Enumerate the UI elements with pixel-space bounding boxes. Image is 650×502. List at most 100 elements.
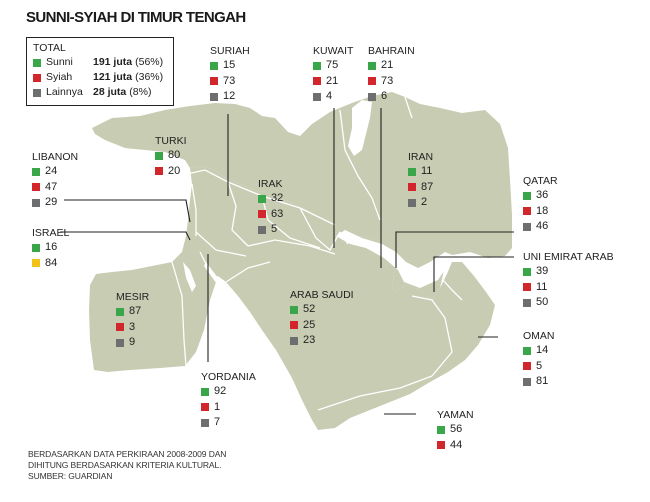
- caspian-sea: [348, 100, 372, 156]
- stat-value: 2: [421, 196, 428, 208]
- stat-value: 9: [129, 336, 136, 348]
- total-heading: TOTAL: [33, 42, 66, 54]
- stat-row: 46: [523, 219, 558, 235]
- stat-value: 6: [381, 90, 388, 102]
- color-swatch: [210, 61, 218, 70]
- page-title: SUNNI-SYIAH DI TIMUR TENGAH: [26, 9, 246, 26]
- color-swatch: [210, 77, 218, 86]
- stat-row: 25: [290, 318, 354, 334]
- stat-value: 84: [45, 256, 58, 269]
- total-legend-box: TOTAL Sunni 191 juta (56%) Syiah 121 jut…: [26, 37, 174, 106]
- country-suriah: SURIAH 15 73 12: [210, 44, 250, 105]
- color-swatch: [368, 77, 376, 86]
- color-swatch: [408, 167, 416, 176]
- total-value: 191 juta: [93, 56, 133, 68]
- total-value: 28 juta: [93, 86, 127, 98]
- stat-row: 23: [290, 333, 354, 349]
- stat-row: 3: [116, 320, 149, 336]
- color-swatch: [313, 77, 321, 86]
- total-pct: (8%): [129, 86, 152, 98]
- color-swatch: [290, 336, 298, 345]
- stat-row: 6: [368, 89, 415, 105]
- footnote: BERDASARKAN DATA PERKIRAAN 2008-2009 DAN…: [28, 449, 288, 482]
- stat-value: 32: [271, 192, 284, 204]
- stat-row: 32: [258, 191, 283, 207]
- stat-value: 14: [536, 344, 549, 356]
- total-pct: (56%): [135, 56, 164, 68]
- stat-row: 44: [437, 438, 474, 454]
- color-swatch: [116, 323, 124, 332]
- color-swatch: [210, 92, 218, 101]
- stat-value: 25: [303, 318, 316, 331]
- color-swatch: [258, 225, 266, 234]
- color-swatch: [201, 418, 209, 427]
- stat-value: 47: [45, 180, 58, 193]
- country-israel: ISRAEL 16 84: [32, 226, 69, 271]
- color-swatch: [290, 321, 298, 330]
- stat-value: 16: [45, 241, 58, 253]
- color-swatch: [523, 283, 531, 292]
- landmass: [92, 92, 512, 300]
- country-irak: IRAK 32 63 5: [258, 177, 283, 238]
- country-name: TURKI: [155, 135, 187, 147]
- stat-value: 11: [421, 165, 433, 177]
- stat-row: 9: [116, 335, 149, 351]
- stat-row: 81: [523, 374, 555, 390]
- country-name: KUWAIT: [313, 45, 354, 57]
- stat-value: 92: [214, 385, 227, 397]
- stat-row: 87: [116, 304, 149, 320]
- stat-row: 4: [313, 89, 353, 105]
- country-name: QATAR: [523, 175, 558, 187]
- country-oman: OMAN 14 5 81: [523, 329, 555, 390]
- leader-libanon: [64, 199, 191, 223]
- syiah-swatch: [33, 73, 41, 82]
- total-row-sunni: Sunni 191 juta (56%): [33, 55, 167, 70]
- stat-value: 15: [223, 59, 236, 71]
- stat-row: 11: [408, 164, 433, 180]
- stat-row: 92: [201, 384, 256, 400]
- color-swatch: [368, 61, 376, 70]
- stat-value: 56: [450, 423, 463, 435]
- country-yordania: YORDANIA 92 1 7: [201, 370, 256, 431]
- sunni-swatch: [33, 58, 41, 67]
- country-name: ISRAEL: [32, 227, 70, 239]
- stat-value: 5: [536, 359, 543, 372]
- stat-row: 52: [290, 302, 354, 318]
- stat-row: 21: [313, 74, 353, 90]
- stat-value: 73: [381, 74, 394, 87]
- color-swatch: [201, 387, 209, 396]
- stat-row: 18: [523, 204, 558, 220]
- stat-value: 7: [214, 416, 221, 428]
- color-swatch: [155, 167, 163, 176]
- stat-row: 14: [523, 343, 555, 359]
- stat-value: 73: [223, 74, 236, 87]
- leader-qatar: [395, 231, 514, 268]
- color-swatch: [155, 151, 163, 160]
- color-swatch: [523, 362, 531, 371]
- country-iran: IRAN 11 87 2: [408, 150, 433, 211]
- stat-row: 20: [155, 164, 187, 180]
- total-label: Syiah: [46, 71, 73, 83]
- country-libanon: LIBANON 24 47 29: [32, 150, 78, 211]
- color-swatch: [408, 183, 416, 192]
- color-swatch: [437, 441, 445, 450]
- stat-row: 80: [155, 148, 187, 164]
- stat-row: 15: [210, 58, 250, 74]
- stat-row: 24: [32, 164, 78, 180]
- leader-uea: [433, 256, 514, 292]
- stat-row: 21: [368, 58, 415, 74]
- color-swatch: [32, 167, 40, 176]
- stat-row: 29: [32, 195, 78, 211]
- country-name: YORDANIA: [201, 371, 256, 383]
- color-swatch: [523, 346, 531, 355]
- stat-value: 52: [303, 303, 316, 315]
- stat-value: 63: [271, 207, 284, 220]
- country-qatar: QATAR 36 18 46: [523, 174, 558, 235]
- stat-row: 47: [32, 180, 78, 196]
- color-swatch: [523, 207, 531, 216]
- stat-value: 12: [223, 90, 236, 102]
- landmass-south: [89, 166, 495, 430]
- stat-value: 21: [381, 59, 394, 71]
- stat-value: 11: [536, 280, 548, 293]
